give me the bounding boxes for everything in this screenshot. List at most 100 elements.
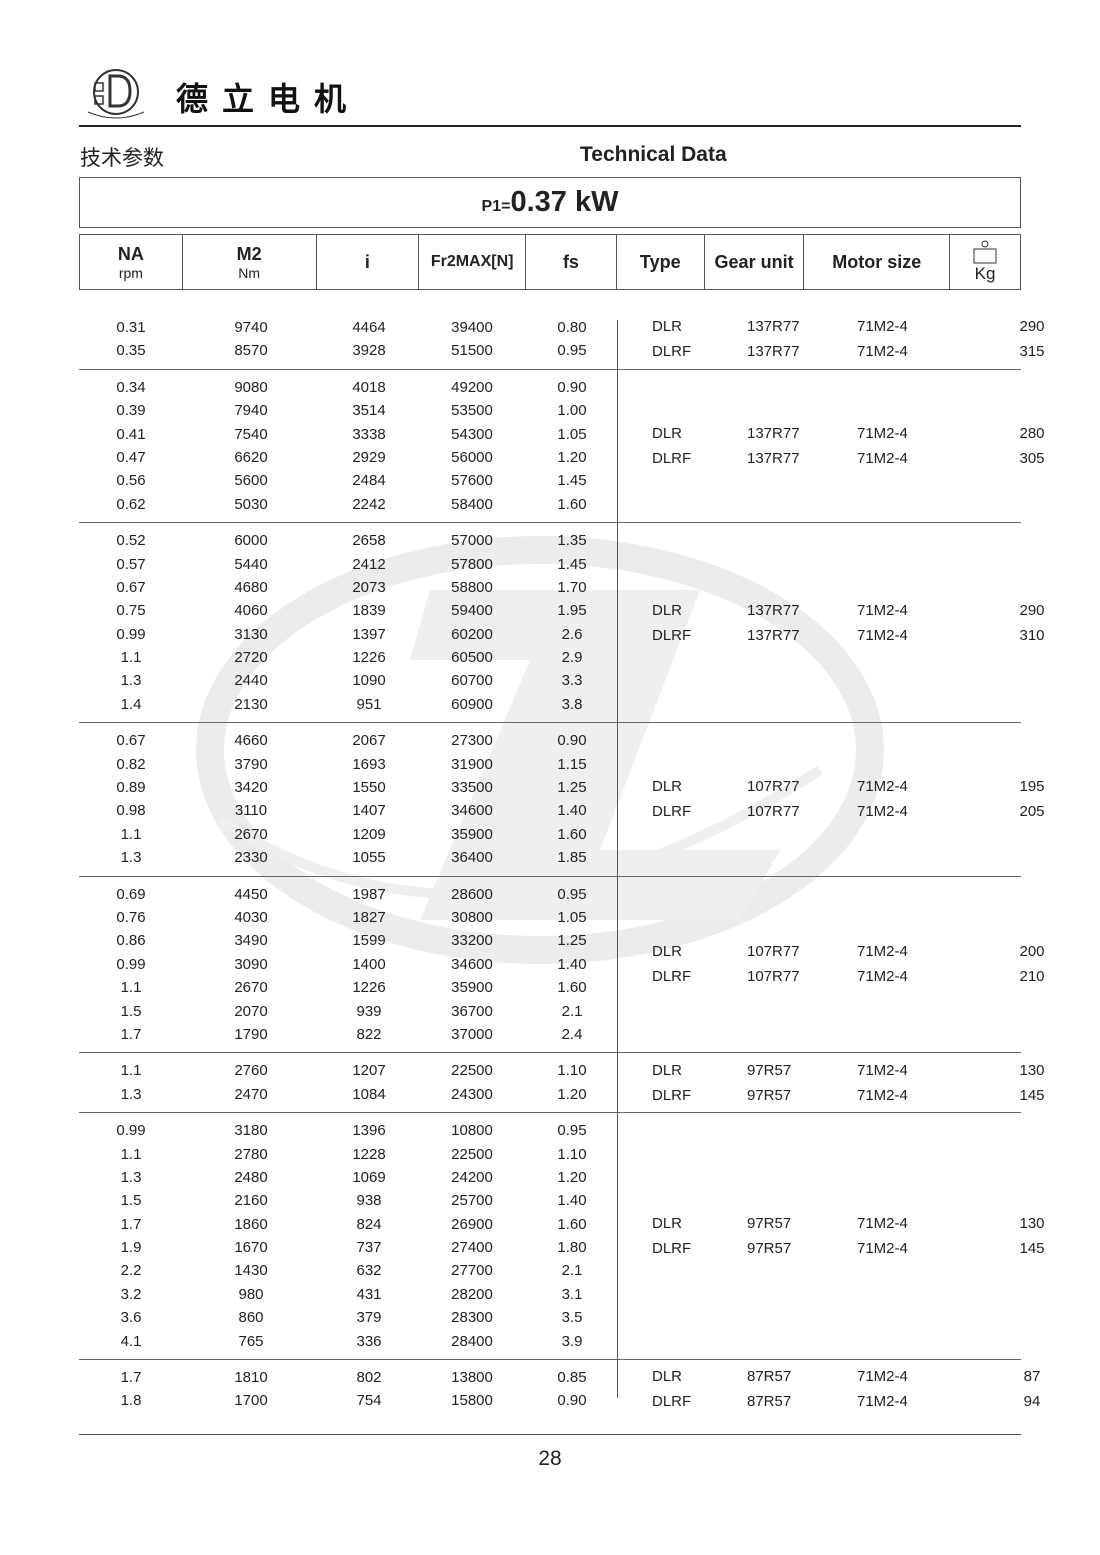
table-row: 0.39 7940 3514 53500 1.00 bbox=[79, 399, 1021, 422]
table-row: 1.5 2070 939 36700 2.1 bbox=[79, 1000, 1021, 1023]
cell-m2: 2760 bbox=[234, 1062, 268, 1080]
cell-fr2max: 22500 bbox=[451, 1062, 493, 1080]
table-row: 0.75 4060 1839 59400 1.95 bbox=[79, 599, 1021, 622]
cell-m2: 2130 bbox=[234, 695, 268, 713]
table-row: 1.7 1810 802 13800 0.85 bbox=[79, 1366, 1021, 1389]
table-body: 0.31 9740 4464 39400 0.80 0.35 8570 3928 51500 0.… bbox=[79, 310, 1045, 1419]
cell-fr2max: 58800 bbox=[451, 578, 493, 596]
cell-na: 1.9 bbox=[120, 1239, 142, 1257]
cell-na: 0.56 bbox=[116, 472, 146, 490]
cell-gear-unit: 107R77 bbox=[747, 778, 800, 796]
cell-na: 1.7 bbox=[120, 1215, 142, 1233]
cell-m2: 4660 bbox=[234, 732, 268, 750]
weight-icon bbox=[973, 240, 997, 264]
cell-fs: 1.45 bbox=[557, 555, 587, 573]
col-gear-unit-label: Gear unit bbox=[714, 251, 794, 272]
table-group: 0.67 4660 2067 27300 0.90 0.82 3790 1693 31900 1.… bbox=[79, 723, 1045, 877]
cell-fr2max: 56000 bbox=[451, 448, 493, 466]
cell-m2: 2470 bbox=[234, 1085, 268, 1103]
cell-type: DLRF bbox=[652, 968, 692, 986]
cell-m2: 2720 bbox=[234, 649, 268, 667]
power-label: P1= bbox=[481, 198, 511, 215]
cell-motor-size: 71M2-4 bbox=[857, 449, 908, 467]
cell-m2: 6000 bbox=[234, 532, 268, 550]
cell-na: 2.2 bbox=[120, 1262, 142, 1280]
cell-type: DLRF bbox=[652, 1393, 692, 1411]
cell-m2: 3420 bbox=[234, 779, 268, 797]
cell-i: 2412 bbox=[352, 555, 386, 573]
col-motor-size-label: Motor size bbox=[832, 251, 922, 272]
cell-m2: 5440 bbox=[234, 555, 268, 573]
model-list: DLR 97R57 71M2-4 130 DLRF 97R57 71M2-4 145 bbox=[617, 1113, 1045, 1359]
cell-gear-unit: 97R57 bbox=[747, 1215, 792, 1233]
cell-motor-size: 71M2-4 bbox=[857, 943, 908, 961]
cell-i: 336 bbox=[356, 1332, 382, 1350]
cell-m2: 4680 bbox=[234, 578, 268, 596]
cell-na: 0.76 bbox=[116, 908, 146, 926]
cell-fs: 1.05 bbox=[557, 908, 587, 926]
cell-na: 0.67 bbox=[116, 578, 146, 596]
cell-gear-unit: 137R77 bbox=[747, 343, 800, 361]
model-list: DLR 137R77 71M2-4 290 DLRF 137R77 71M2-4 310 bbox=[617, 523, 1045, 722]
cell-fr2max: 33500 bbox=[451, 779, 493, 797]
col-fs: fs bbox=[526, 235, 617, 289]
cell-i: 3338 bbox=[352, 425, 386, 443]
cell-m2: 5030 bbox=[234, 495, 268, 513]
cell-m2: 2440 bbox=[234, 672, 268, 690]
cell-i: 754 bbox=[356, 1392, 382, 1410]
table-row: 0.98 3110 1407 34600 1.40 bbox=[79, 799, 1021, 822]
cell-gear-unit: 137R77 bbox=[747, 318, 800, 336]
cell-fs: 0.90 bbox=[557, 378, 587, 396]
table-row: 1.3 2440 1090 60700 3.3 bbox=[79, 669, 1021, 692]
cell-fs: 3.8 bbox=[561, 695, 583, 713]
model-row: DLR 87R57 71M2-4 87 bbox=[617, 1364, 1040, 1389]
cell-fs: 0.95 bbox=[557, 1122, 587, 1140]
cell-fr2max: 39400 bbox=[451, 319, 493, 336]
cell-i: 4464 bbox=[352, 319, 386, 336]
cell-fs: 1.20 bbox=[557, 1168, 587, 1186]
cell-m2: 6620 bbox=[234, 448, 268, 466]
cell-fs: 2.1 bbox=[561, 1262, 583, 1280]
table-row: 1.8 1700 754 15800 0.90 bbox=[79, 1389, 1021, 1412]
cell-m2: 8570 bbox=[234, 342, 268, 360]
cell-i: 2929 bbox=[352, 448, 386, 466]
cell-motor-size: 71M2-4 bbox=[857, 1368, 908, 1386]
table-row: 0.67 4680 2073 58800 1.70 bbox=[79, 576, 1021, 599]
cell-i: 1397 bbox=[352, 625, 386, 643]
cell-weight: 87 bbox=[1023, 1368, 1041, 1386]
table-row: 1.7 1860 824 26900 1.60 bbox=[79, 1213, 1021, 1236]
cell-motor-size: 71M2-4 bbox=[857, 803, 908, 821]
model-row: DLR 107R77 71M2-4 200 bbox=[617, 939, 1045, 964]
cell-weight: 145 bbox=[1019, 1240, 1045, 1258]
table-row: 1.5 2160 938 25700 1.40 bbox=[79, 1189, 1021, 1212]
cell-fr2max: 51500 bbox=[451, 342, 493, 360]
cell-weight: 130 bbox=[1019, 1215, 1045, 1233]
cell-m2: 1810 bbox=[234, 1369, 268, 1387]
cell-fr2max: 49200 bbox=[451, 378, 493, 396]
cell-na: 0.69 bbox=[116, 885, 146, 903]
table-row: 0.99 3180 1396 10800 0.95 bbox=[79, 1119, 1021, 1142]
cell-i: 951 bbox=[356, 695, 382, 713]
cell-fs: 1.05 bbox=[557, 425, 587, 443]
cell-i: 1396 bbox=[352, 1122, 386, 1140]
cell-fs: 1.15 bbox=[557, 755, 587, 773]
cell-gear-unit: 97R57 bbox=[747, 1086, 792, 1104]
cell-weight: 130 bbox=[1019, 1061, 1045, 1079]
cell-type: DLRF bbox=[652, 1086, 692, 1104]
cell-na: 0.82 bbox=[116, 755, 146, 773]
cell-fs: 0.95 bbox=[557, 885, 587, 903]
cell-fr2max: 28600 bbox=[451, 885, 493, 903]
cell-fr2max: 36700 bbox=[451, 1002, 493, 1020]
cell-m2: 2670 bbox=[234, 979, 268, 997]
cell-m2: 5600 bbox=[234, 472, 268, 490]
table-row: 0.76 4030 1827 30800 1.05 bbox=[79, 906, 1021, 929]
cell-fs: 0.85 bbox=[557, 1369, 587, 1387]
cell-na: 1.7 bbox=[120, 1369, 142, 1387]
cell-motor-size: 71M2-4 bbox=[857, 1061, 908, 1079]
table-row: 0.56 5600 2484 57600 1.45 bbox=[79, 469, 1021, 492]
cell-na: 1.1 bbox=[120, 1062, 142, 1080]
col-kg: Kg bbox=[950, 235, 1020, 289]
cell-motor-size: 71M2-4 bbox=[857, 1215, 908, 1233]
cell-na: 0.57 bbox=[116, 555, 146, 573]
model-row: DLRF 97R57 71M2-4 145 bbox=[617, 1236, 1045, 1261]
